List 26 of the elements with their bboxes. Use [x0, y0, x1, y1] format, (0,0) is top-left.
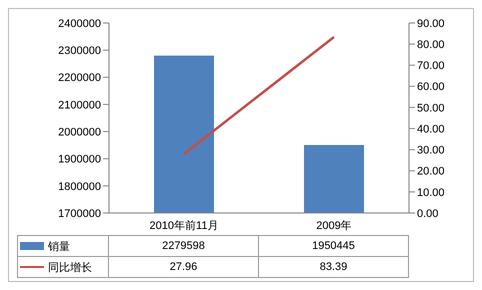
y2-tick-label: 10.00	[417, 186, 445, 199]
y-tick-label: 2400000	[58, 18, 101, 30]
y2-tick-label: 0.00	[417, 208, 438, 220]
y2-tick-label: 30.00	[417, 144, 445, 157]
data-label: 2279598	[108, 236, 258, 256]
y2-tick-label: 60.00	[417, 81, 445, 94]
y-tick-label: 2100000	[58, 99, 101, 112]
y2-tick-label: 20.00	[417, 166, 445, 178]
legend-label: 销量	[48, 240, 70, 254]
y2-tick-label: 80.00	[417, 39, 445, 52]
legend-label: 同比增长	[48, 260, 92, 275]
y2-tick-label: 90.00	[417, 18, 445, 30]
data-label: 1950445	[258, 236, 408, 256]
y-tick-label: 2200000	[58, 72, 101, 84]
y-tick-label: 1900000	[58, 154, 101, 166]
y-tick-label: 2300000	[58, 45, 101, 58]
data-label: 27.96	[108, 256, 258, 278]
y2-tick-label: 40.00	[417, 123, 445, 136]
y-tick-label: 1700000	[58, 208, 101, 220]
data-label: 83.39	[258, 256, 408, 278]
y-tick-label: 1800000	[58, 180, 101, 193]
x-tick-label: 2009年	[316, 220, 352, 232]
y2-tick-label: 70.00	[417, 60, 445, 72]
y2-tick-label: 50.00	[417, 102, 445, 114]
x-tick-label: 2010年前11月	[150, 220, 218, 232]
y-tick-label: 2000000	[58, 126, 101, 138]
